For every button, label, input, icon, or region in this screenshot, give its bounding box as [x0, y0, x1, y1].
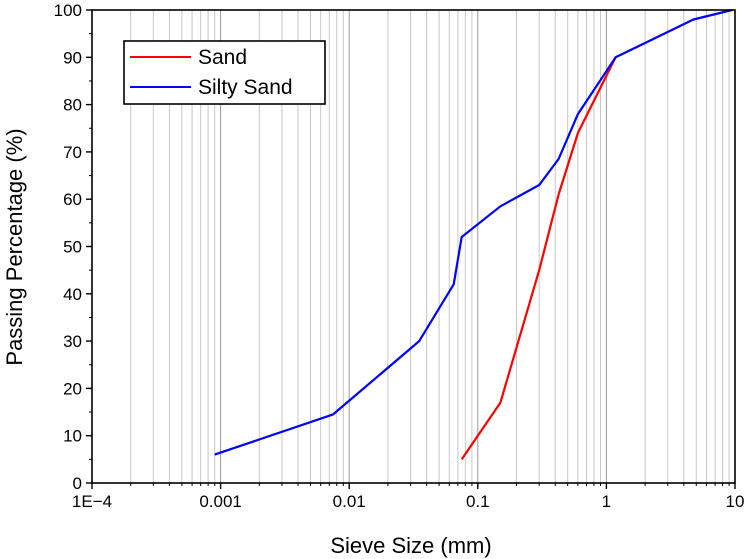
series-line-silty-sand [214, 8, 733, 456]
y-tick-label: 10 [63, 427, 82, 446]
y-axis-title: Passing Percentage (%) [2, 128, 27, 365]
x-tick-label: 0.01 [333, 492, 366, 511]
y-tick-label: 30 [63, 332, 82, 351]
series-layer [214, 8, 733, 461]
y-tick-label: 20 [63, 379, 82, 398]
x-tick-label: 1E−4 [72, 492, 112, 511]
y-tick-label: 80 [63, 96, 82, 115]
legend-label-silty-sand: Silty Sand [198, 76, 293, 99]
x-tick-label: 0.1 [466, 492, 490, 511]
y-tick-label: 90 [63, 48, 82, 67]
axis-ticks: 1E−4 0.001 0.01 0.1 1 10010203040506070809010… [54, 1, 745, 511]
series-line-sand [460, 56, 617, 461]
legend-label-sand: Sand [198, 46, 247, 69]
x-axis-title: Sieve Size (mm) [330, 533, 491, 558]
y-tick-label: 50 [63, 238, 82, 257]
y-tick-label: 0 [73, 474, 82, 493]
y-tick-label: 70 [63, 143, 82, 162]
y-tick-label: 40 [63, 285, 82, 304]
x-tick-label: 1 [602, 492, 611, 511]
x-tick-label: 0.001 [199, 492, 242, 511]
legend-box [123, 40, 326, 105]
legend: Sand Silty Sand [123, 40, 326, 105]
y-tick-label: 60 [63, 190, 82, 209]
x-tick-label: 10 [726, 492, 745, 511]
y-tick-label: 100 [54, 1, 82, 20]
